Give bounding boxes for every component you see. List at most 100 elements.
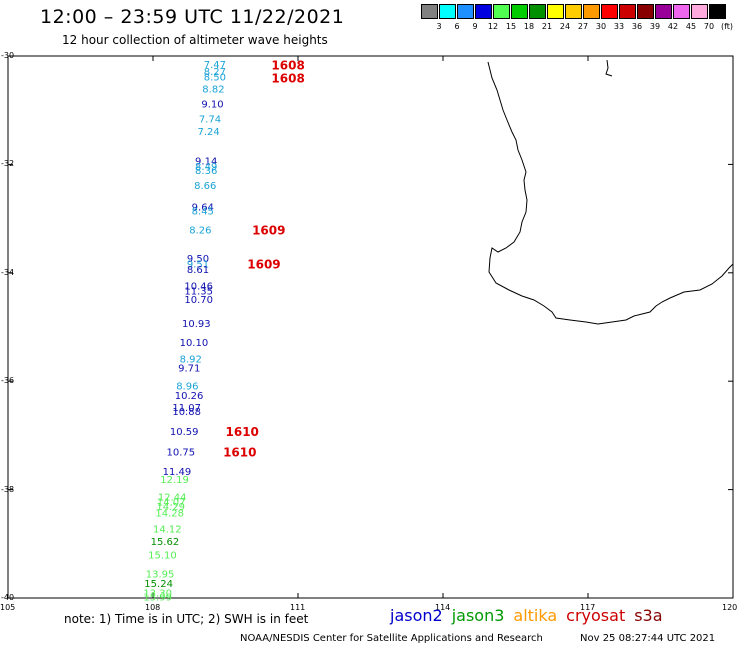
satellite-name: cryosat [566, 606, 626, 625]
wave-height-label: 11.49 [163, 467, 192, 478]
wave-height-label: 9.10 [201, 100, 223, 111]
legend-swatch [709, 4, 726, 19]
pass-time-label: 1609 [247, 258, 280, 272]
wave-height-label: 12.44 [158, 493, 187, 504]
wave-height-label: 8.61 [187, 265, 209, 276]
lon-label: 120 [722, 603, 738, 612]
wave-height-label: 8.27 [204, 67, 226, 78]
wave-height-label: 8.36 [195, 166, 217, 177]
wave-height-label: 8.49 [195, 162, 217, 173]
lat-label: -32 [1, 159, 15, 169]
legend-swatch [601, 4, 618, 19]
legend-label: (ft) [720, 22, 734, 31]
map-frame [7, 55, 734, 599]
legend-label: 45 [685, 22, 697, 31]
lat-label: -30 [1, 51, 15, 60]
legend-label: 42 [667, 22, 679, 31]
wave-height-label: 8.50 [204, 73, 226, 84]
wave-height-label: 7.74 [199, 114, 221, 125]
wave-height-label: 10.88 [172, 407, 201, 418]
page-title: 12:00 – 23:59 UTC 11/22/2021 [40, 6, 345, 28]
pass-time-label: 1608 [271, 59, 304, 73]
legend-swatch [691, 4, 708, 19]
legend-label: 27 [577, 22, 589, 31]
satellite-name: altika [513, 606, 558, 625]
wave-height-label: 15.10 [148, 551, 177, 562]
legend-label: 39 [649, 22, 661, 31]
map-ticks [7, 55, 734, 599]
lon-label: 111 [290, 603, 306, 612]
lat-label: -40 [1, 593, 15, 602]
wave-height-label: 13.95 [146, 570, 175, 581]
legend-swatch [655, 4, 672, 19]
legend-label: 30 [595, 22, 607, 31]
coastline-islet [605, 59, 613, 77]
wave-height-label: 10.46 [184, 281, 213, 292]
legend-label: 33 [613, 22, 625, 31]
wave-height-label: 8.92 [180, 354, 202, 365]
wave-height-label: 8.82 [202, 85, 224, 96]
legend-swatch [421, 4, 438, 19]
wave-height-label: 15.62 [151, 537, 180, 548]
credit-line: NOAA/NESDIS Center for Satellite Applica… [240, 633, 543, 644]
legend-swatch [511, 4, 528, 19]
lon-label: 108 [145, 603, 161, 612]
lon-label: 105 [0, 603, 16, 612]
wave-height-label: 10.10 [180, 338, 209, 349]
satellite-name: jason2 [390, 606, 443, 625]
wave-height-label: 7.24 [197, 127, 219, 138]
footnote: note: 1) Time is in UTC; 2) SWH is in fe… [64, 612, 309, 626]
wave-height-label: 8.45 [192, 206, 214, 217]
legend-label: 3 [436, 22, 442, 31]
legend-label: 6 [454, 22, 460, 31]
wave-height-label: 10.70 [184, 295, 213, 306]
pass-time-label: 1608 [271, 72, 304, 86]
legend-label: 9 [472, 22, 478, 31]
wave-height-label: 11.07 [172, 403, 201, 414]
pass-time-label: 1610 [226, 425, 259, 439]
legend-label: 24 [559, 22, 571, 31]
legend-swatch [583, 4, 600, 19]
legend-swatch [673, 4, 690, 19]
satellite-legend: jason2 jason3 altika cryosat s3a [390, 606, 672, 625]
color-legend-labels: 3 6 9 12 15 18 21 24 27 30 33 36 39 42 45 70 (ft) [421, 22, 740, 34]
legend-swatch [457, 4, 474, 19]
lat-label: -34 [1, 267, 15, 277]
satellite-name: s3a [634, 606, 663, 625]
legend-swatch [475, 4, 492, 19]
wave-height-label: 8.96 [176, 382, 198, 393]
wave-height-label: 14.29 [156, 502, 185, 513]
wave-height-label: 8.26 [189, 225, 211, 236]
wave-height-label: 13.30 [143, 589, 172, 600]
generated-timestamp: Nov 25 08:27:44 UTC 2021 [580, 633, 716, 644]
legend-swatch [547, 4, 564, 19]
page-subtitle: 12 hour collection of altimeter wave hei… [62, 33, 328, 47]
legend-swatch [439, 4, 456, 19]
lat-label: -38 [1, 484, 15, 494]
wave-height-label: 14.28 [155, 508, 184, 519]
wave-height-labels: 7.478.278.508.82 9.10 7.74 7.24 9.148.498.36… [143, 60, 226, 603]
wave-height-label: 10.59 [170, 427, 199, 438]
wave-height-label: 15.99 [143, 592, 172, 603]
wave-height-label: 10.75 [167, 448, 196, 459]
legend-swatch [529, 4, 546, 19]
wave-height-label: 9.71 [178, 364, 200, 375]
coastline [487, 61, 734, 325]
pass-time-label: 1609 [252, 223, 285, 237]
lon-label: 117 [580, 603, 596, 612]
lat-label: -36 [1, 376, 15, 386]
legend-label: 70 [703, 22, 715, 31]
color-legend [421, 4, 727, 19]
wave-height-label: 9.14 [195, 157, 217, 168]
pass-time-label: 1610 [223, 446, 256, 460]
wave-height-label: 15.24 [144, 579, 173, 590]
legend-swatch [637, 4, 654, 19]
wave-height-label: 9.51 [187, 260, 209, 271]
wave-height-label: 11.35 [184, 287, 213, 298]
wave-height-label: 14.12 [153, 525, 182, 536]
wave-height-label: 8.66 [194, 181, 216, 192]
legend-swatch [493, 4, 510, 19]
legend-label: 15 [505, 22, 517, 31]
